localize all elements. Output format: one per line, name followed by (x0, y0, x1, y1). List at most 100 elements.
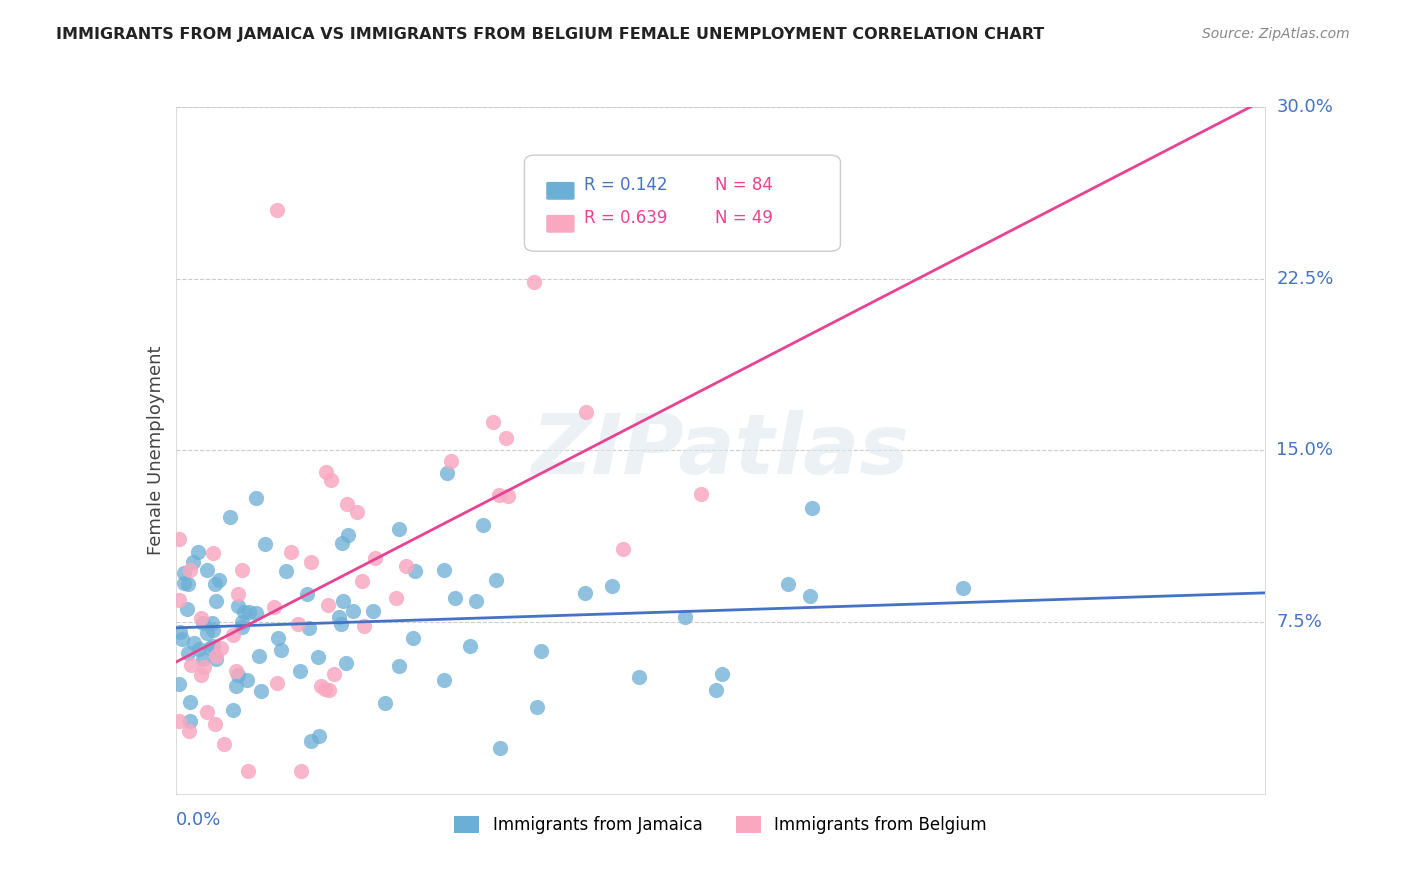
Point (689, 487, 711, 501)
Point (181, 555, 204, 569)
Point (195, 626, 218, 640)
Point (201, 616, 224, 631)
Point (384, 591, 406, 606)
Point (226, 599, 249, 614)
Y-axis label: Female Unemployment: Female Unemployment (146, 346, 165, 555)
Point (270, 643, 292, 657)
Point (627, 670, 650, 684)
Point (402, 631, 425, 645)
FancyBboxPatch shape (524, 155, 841, 252)
Point (309, 679, 332, 693)
Point (530, 643, 553, 657)
Point (295, 587, 318, 601)
Point (176, 601, 198, 615)
Point (673, 610, 696, 624)
Point (201, 639, 224, 653)
Point (247, 648, 270, 663)
FancyBboxPatch shape (546, 215, 575, 233)
Point (353, 619, 375, 633)
Point (290, 764, 312, 778)
Point (195, 563, 218, 577)
Point (254, 536, 277, 550)
Point (485, 574, 508, 588)
Point (464, 593, 486, 607)
Point (172, 632, 194, 647)
Point (436, 466, 458, 480)
Point (177, 724, 200, 739)
Point (198, 640, 221, 655)
Legend: Immigrants from Jamaica, Immigrants from Belgium: Immigrants from Jamaica, Immigrants from… (447, 809, 994, 840)
Point (204, 717, 226, 731)
Point (266, 675, 288, 690)
Point (299, 555, 322, 569)
Point (219, 510, 242, 524)
Point (287, 616, 309, 631)
Point (205, 648, 228, 663)
Point (193, 660, 215, 674)
Point (471, 517, 494, 532)
Text: R = 0.142: R = 0.142 (585, 176, 668, 194)
Text: R = 0.639: R = 0.639 (585, 209, 668, 227)
Point (190, 668, 212, 682)
Point (444, 591, 467, 605)
Point (187, 545, 209, 559)
Point (238, 764, 260, 778)
Point (612, 541, 634, 556)
Point (179, 564, 201, 578)
Point (201, 623, 224, 637)
Point (183, 636, 205, 650)
Point (315, 466, 337, 480)
Point (299, 733, 322, 747)
Point (481, 415, 503, 429)
Point (209, 641, 232, 656)
Point (231, 563, 253, 577)
Point (208, 573, 231, 587)
Point (526, 700, 548, 714)
Point (238, 605, 260, 619)
Point (231, 620, 253, 634)
Point (342, 604, 364, 618)
Point (169, 532, 191, 546)
Point (188, 642, 211, 657)
Point (232, 605, 254, 619)
Point (711, 667, 734, 681)
Point (799, 589, 821, 603)
Point (395, 559, 418, 574)
Point (222, 703, 245, 717)
Point (330, 535, 353, 549)
Point (169, 714, 191, 729)
Point (205, 652, 228, 666)
Point (496, 489, 519, 503)
Point (600, 579, 623, 593)
Point (458, 639, 481, 653)
Point (204, 577, 226, 591)
Point (361, 604, 384, 618)
Point (169, 593, 191, 607)
Point (225, 664, 247, 678)
Point (704, 683, 727, 698)
Point (298, 621, 321, 635)
Point (177, 646, 200, 660)
Point (191, 652, 214, 666)
Text: ZIPatlas: ZIPatlas (531, 410, 910, 491)
Point (801, 500, 824, 515)
Point (440, 454, 463, 468)
Point (336, 528, 359, 542)
Point (350, 574, 373, 588)
Point (495, 431, 517, 445)
FancyBboxPatch shape (546, 182, 575, 200)
Text: 22.5%: 22.5% (1277, 269, 1334, 288)
Point (374, 697, 396, 711)
Point (336, 497, 359, 511)
Point (307, 649, 329, 664)
Point (523, 275, 546, 289)
Point (267, 632, 290, 646)
Point (364, 550, 387, 565)
Point (250, 684, 273, 698)
Text: Source: ZipAtlas.com: Source: ZipAtlas.com (1202, 27, 1350, 41)
Point (318, 682, 340, 697)
Point (195, 705, 218, 719)
Point (236, 673, 259, 688)
Text: 0.0%: 0.0% (176, 811, 221, 829)
Point (433, 673, 456, 687)
